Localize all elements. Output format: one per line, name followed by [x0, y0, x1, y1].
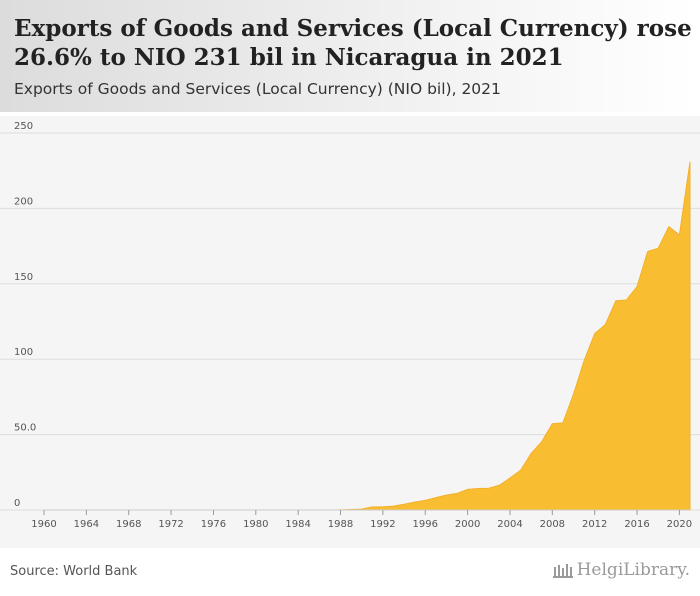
x-tick-label: 1960 [31, 519, 56, 530]
y-tick-label: 0 [14, 498, 20, 509]
x-tick-label: 1996 [413, 519, 438, 530]
header-band: Exports of Goods and Services (Local Cur… [0, 0, 700, 112]
chart-title: Exports of Goods and Services (Local Cur… [14, 15, 692, 71]
x-axis-ticks: 1960 1964 1968 1972 1976 1980 1984 1988 1992 1996… [31, 510, 692, 530]
x-tick-label: 2004 [497, 519, 522, 530]
x-tick-label: 1964 [74, 519, 99, 530]
x-tick-label: 2016 [624, 519, 649, 530]
area-series [44, 161, 691, 511]
x-tick-label: 1968 [116, 519, 141, 530]
y-tick-label: 100 [14, 347, 33, 358]
x-tick-label: 2000 [455, 519, 480, 530]
library-building-icon [552, 564, 573, 578]
x-tick-label: 1984 [285, 519, 310, 530]
chart-subtitle: Exports of Goods and Services (Local Cur… [14, 80, 501, 98]
helgilibrary-logo[interactable]: HelgiLibrary. [552, 560, 690, 580]
y-tick-label: 250 [14, 121, 33, 132]
x-tick-label: 2020 [667, 519, 692, 530]
x-tick-label: 1988 [328, 519, 353, 530]
logo-text: HelgiLibrary. [576, 560, 690, 580]
source-note: Source: World Bank [10, 564, 138, 579]
y-tick-label: 50.0 [14, 423, 36, 434]
x-tick-label: 1972 [158, 519, 183, 530]
x-tick-label: 1992 [370, 519, 395, 530]
area-series-path [44, 161, 691, 511]
y-tick-label: 200 [14, 196, 33, 207]
x-tick-label: 1976 [201, 519, 226, 530]
y-tick-label: 150 [14, 272, 33, 283]
x-tick-label: 2008 [540, 519, 565, 530]
y-axis-ticks: 0 50.0 100 150 200 250 [14, 121, 36, 509]
x-tick-label: 2012 [582, 519, 607, 530]
x-tick-label: 1980 [243, 519, 268, 530]
